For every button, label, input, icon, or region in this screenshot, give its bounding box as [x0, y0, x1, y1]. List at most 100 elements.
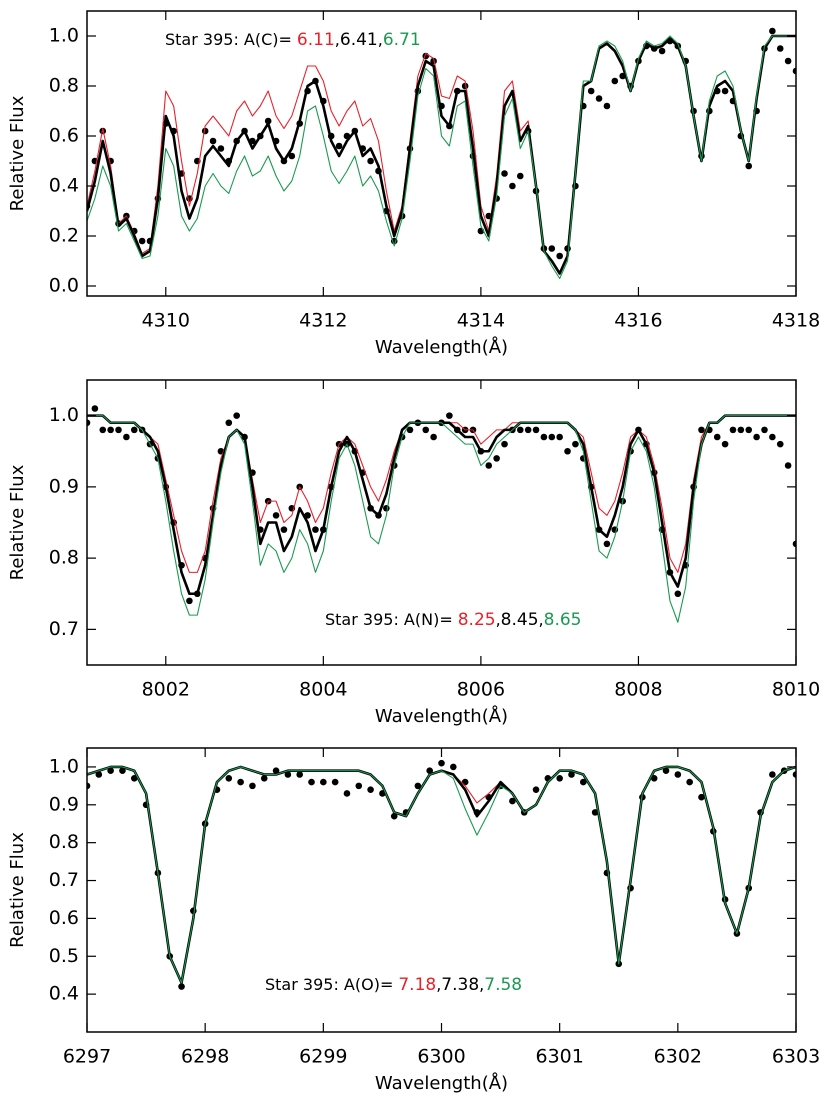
- panel: 6297 6298 6299 6300 6301 6302 6303 0.4 0.5 0.6 0.7…: [7, 747, 820, 1094]
- panel: 4310 4312 4314 4316 4318 0.0 0.2 0.4 0.6 0.8 1.0 Wa…: [7, 10, 820, 358]
- data-point: [776, 45, 784, 52]
- annotation-value: 8.45: [501, 610, 539, 630]
- data-point: [264, 117, 272, 125]
- data-point: [792, 540, 796, 548]
- data-point: [209, 137, 217, 145]
- x-tick-label: 6299: [299, 1046, 347, 1068]
- data-point: [225, 774, 233, 782]
- annotation: Star 395: A(O)= 7.18,7.38,7.58: [265, 975, 522, 996]
- data-point: [367, 786, 374, 793]
- y-tick-label: 0.8: [49, 831, 79, 853]
- y-axis-title: Relative Flux: [7, 95, 28, 211]
- data-point: [123, 433, 130, 441]
- data-point: [115, 426, 122, 434]
- x-tick-label: 8010: [772, 679, 820, 701]
- data-point: [493, 455, 500, 462]
- data-point: [217, 145, 225, 152]
- data-point: [568, 771, 575, 778]
- data-point: [698, 426, 705, 434]
- annotation-separator: ,: [479, 975, 484, 994]
- model-line: [87, 35, 796, 275]
- annotation-value: 8.25: [458, 610, 496, 630]
- x-tick-label: 6297: [63, 1046, 111, 1068]
- data-point: [745, 426, 753, 434]
- data-point: [288, 152, 296, 160]
- annotation-value: 6.11: [297, 30, 335, 50]
- y-tick-label: 1.0: [49, 755, 79, 777]
- data-point: [296, 771, 304, 778]
- annotation: Star 395: A(C)= 6.11,6.41,6.71: [165, 30, 421, 51]
- data-point: [603, 540, 611, 548]
- data-point: [99, 426, 107, 434]
- data-point: [516, 426, 524, 434]
- x-tick-label: 6300: [417, 1046, 465, 1068]
- annotation-value: 6.41: [340, 30, 378, 50]
- annotation: Star 395: A(N)= 8.25,8.45,8.65: [325, 610, 581, 631]
- x-tick-label: 4312: [299, 310, 347, 332]
- data-point: [769, 27, 776, 35]
- y-tick-label: 0.9: [49, 475, 79, 497]
- data-point: [107, 767, 114, 775]
- y-tick-label: 0.8: [49, 75, 79, 97]
- data-point: [548, 433, 556, 441]
- data-point: [587, 87, 595, 95]
- data-point: [532, 786, 540, 793]
- x-tick-label: 6301: [535, 1046, 583, 1068]
- data-point: [87, 419, 91, 427]
- annotation-value: 8.65: [544, 610, 582, 630]
- data-point: [331, 778, 339, 786]
- data-point: [572, 440, 579, 448]
- data-point: [761, 426, 768, 434]
- annotation-separator: ,: [496, 610, 501, 629]
- data-point: [564, 447, 571, 455]
- plot-frame: [86, 379, 797, 666]
- data-point: [237, 778, 244, 786]
- x-tick-label: 4314: [457, 310, 505, 332]
- data-point: [367, 157, 374, 165]
- data-point: [450, 763, 457, 771]
- data-point: [95, 771, 103, 778]
- y-tick-label: 0.4: [49, 175, 79, 197]
- x-axis-title: Wavelength(Å): [375, 336, 508, 358]
- annotation-value: 7.58: [484, 975, 522, 995]
- data-point: [335, 142, 343, 150]
- data-point: [532, 426, 540, 434]
- y-tick-label: 1.0: [49, 25, 79, 47]
- data-point: [343, 790, 351, 797]
- model-line: [87, 414, 796, 596]
- data-point: [603, 102, 611, 110]
- x-tick-label: 8006: [457, 679, 505, 701]
- data-point: [595, 95, 603, 102]
- data-point: [119, 767, 126, 775]
- data-point: [729, 426, 737, 434]
- annotation-value: 7.38: [441, 975, 479, 995]
- data-point: [580, 778, 587, 786]
- data-point: [792, 771, 796, 778]
- data-point: [426, 767, 433, 775]
- model-line: [87, 766, 796, 984]
- x-tick-label: 8004: [299, 679, 347, 701]
- data-point: [178, 983, 185, 990]
- annotation-separator: ,: [335, 30, 340, 49]
- data-point: [591, 809, 599, 816]
- data-point: [501, 440, 508, 448]
- x-axis-title: Wavelength(Å): [375, 1072, 508, 1094]
- data-point: [556, 774, 563, 782]
- y-tick-label: 0.8: [49, 547, 79, 569]
- data-point: [792, 67, 796, 75]
- data-point: [784, 462, 792, 469]
- annotation-separator: ,: [378, 30, 383, 49]
- data-point: [186, 597, 193, 605]
- data-point: [524, 426, 532, 434]
- data-point: [540, 433, 548, 441]
- data-point: [721, 440, 729, 448]
- data-point: [509, 797, 516, 805]
- annotation-separator: ,: [539, 610, 544, 629]
- y-tick-label: 0.7: [49, 869, 79, 891]
- model-line: [87, 415, 796, 623]
- y-tick-label: 0.4: [49, 983, 79, 1005]
- model-line: [87, 765, 796, 985]
- data-point: [769, 433, 776, 441]
- model-line: [87, 766, 796, 984]
- data-point: [698, 793, 705, 801]
